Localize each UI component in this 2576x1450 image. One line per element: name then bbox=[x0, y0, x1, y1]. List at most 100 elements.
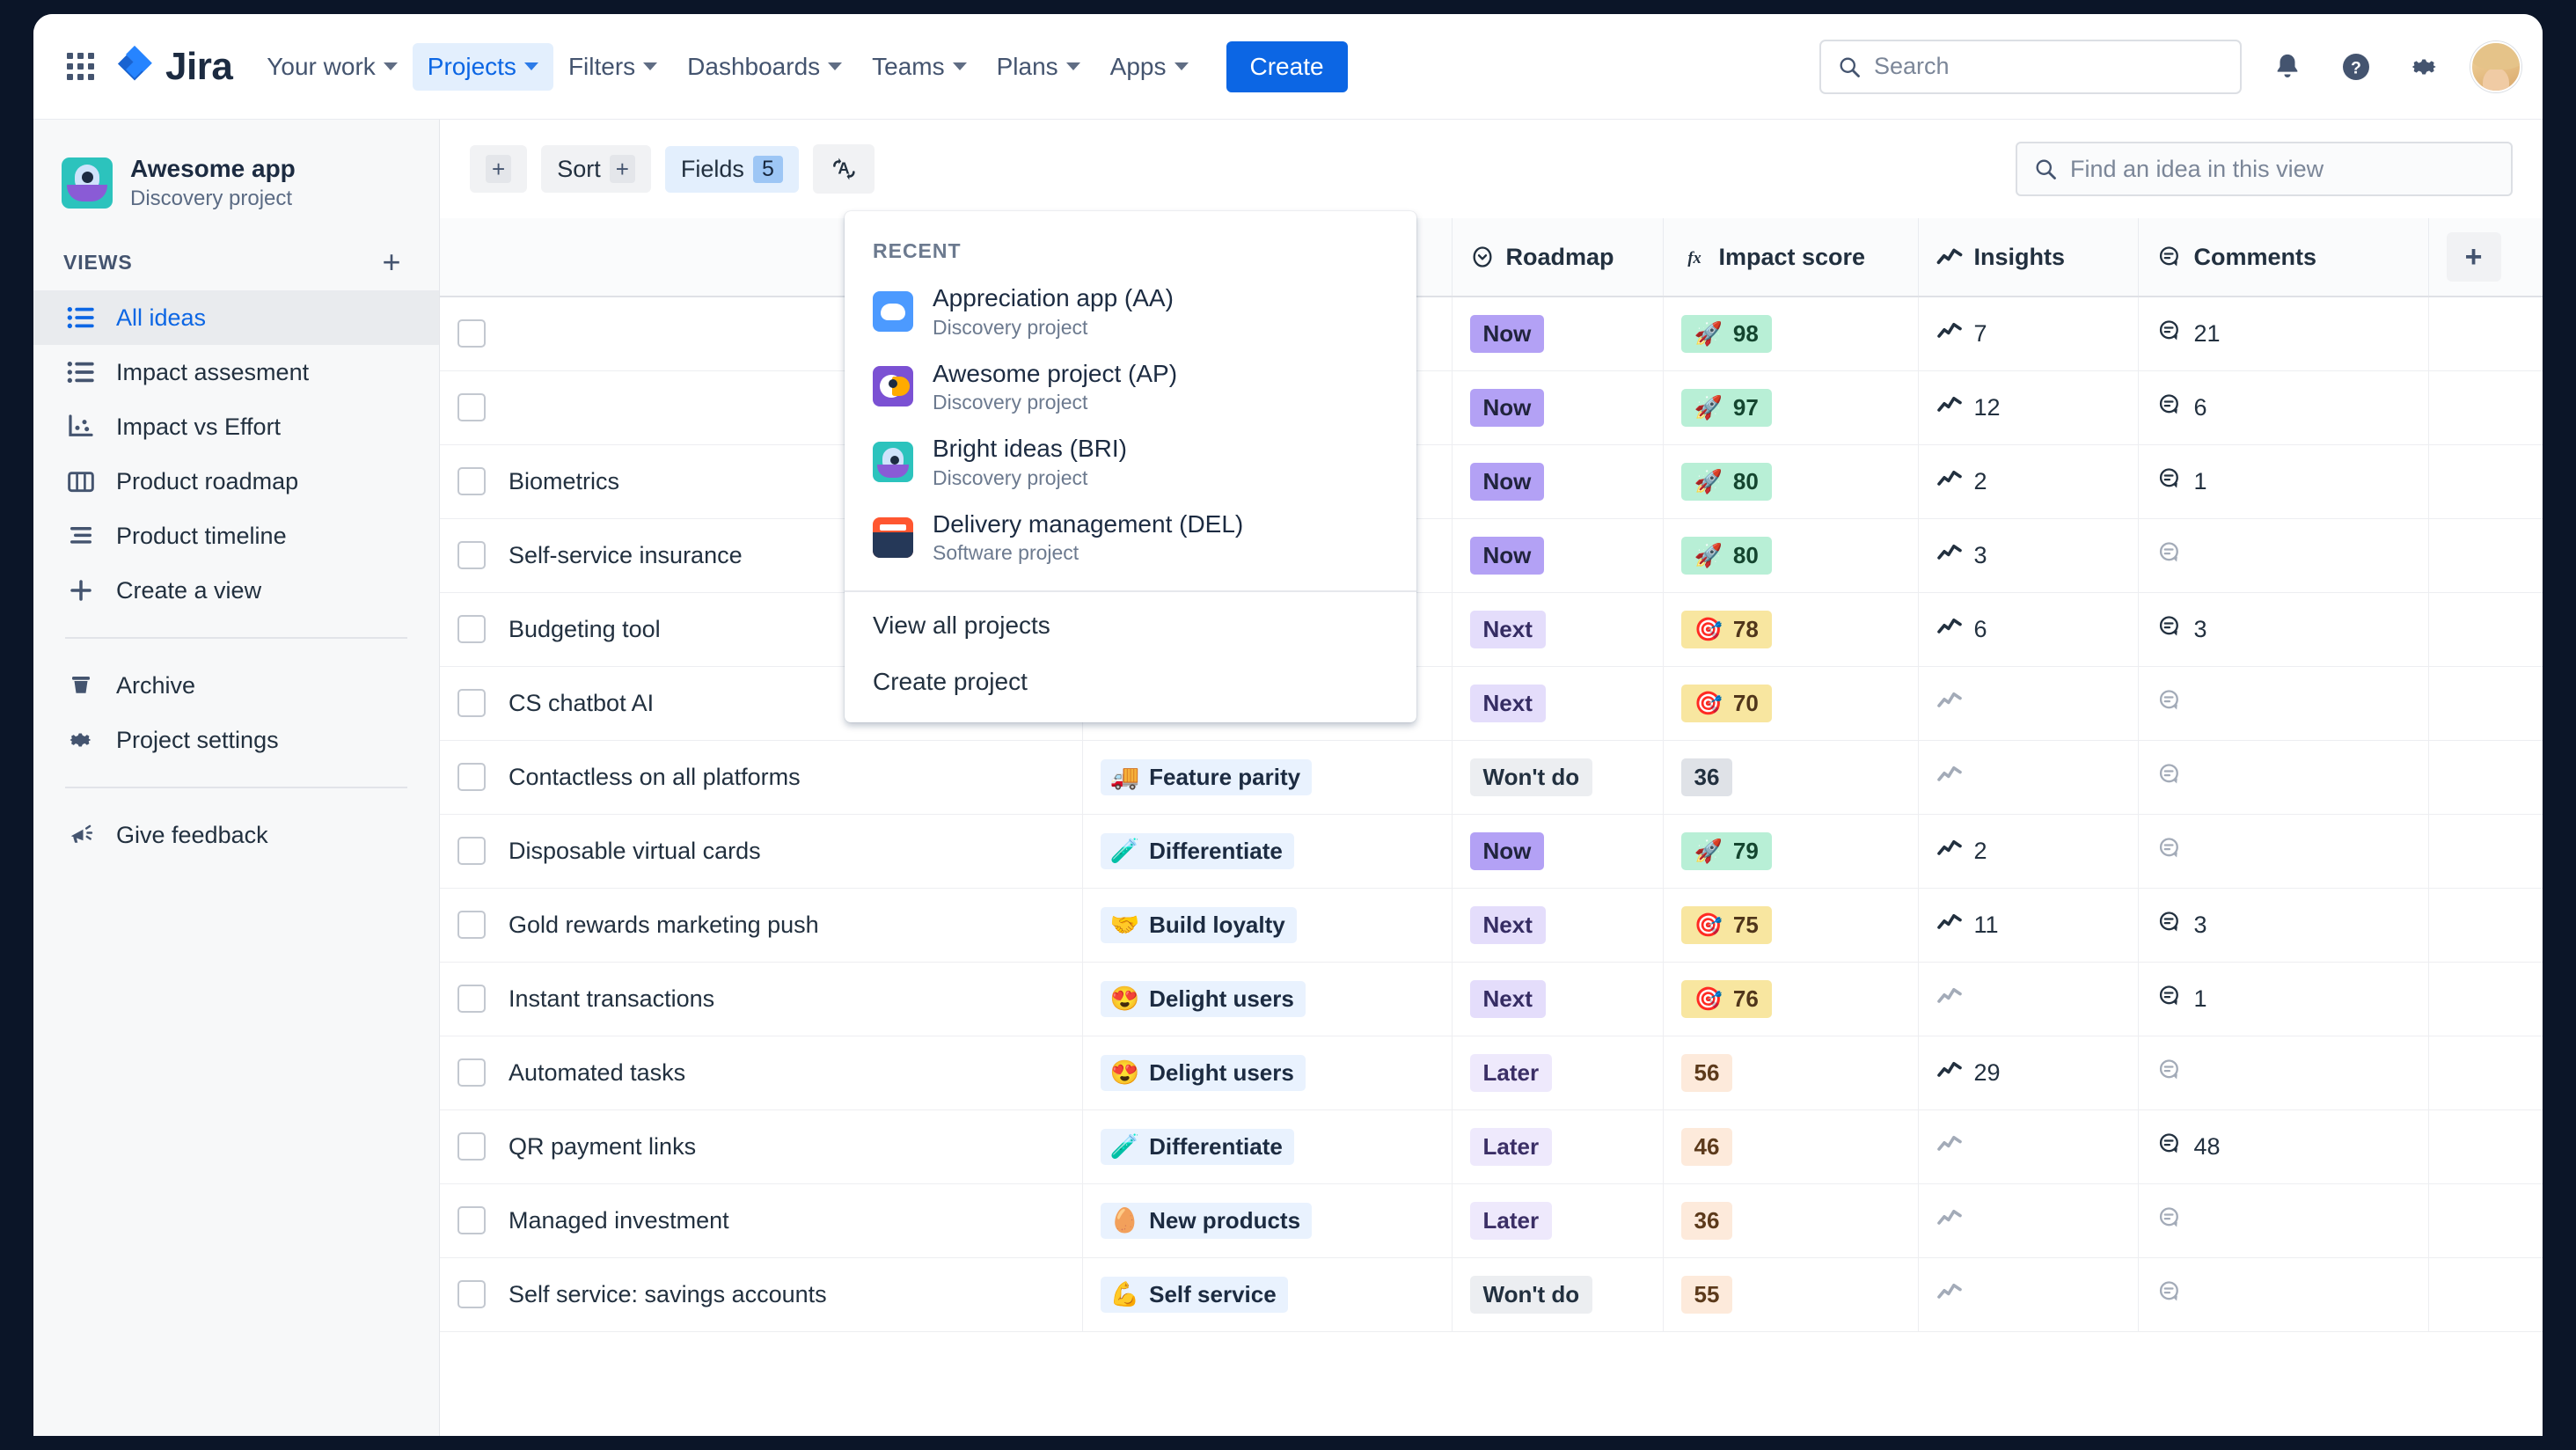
sidebar-item-impact-assesment[interactable]: Impact assesment bbox=[33, 345, 439, 399]
cell-impact-score[interactable]: 🚀 79 bbox=[1663, 814, 1919, 889]
find-idea-input[interactable]: Find an idea in this view bbox=[2016, 142, 2513, 196]
cell-comments[interactable]: 21 bbox=[2138, 297, 2429, 371]
row-checkbox[interactable] bbox=[457, 467, 486, 495]
cell-roadmap[interactable]: Now bbox=[1452, 814, 1664, 889]
cell-impact-score[interactable]: 36 bbox=[1663, 740, 1919, 815]
cell-insights[interactable]: 7 bbox=[1918, 297, 2139, 371]
cell-impact-score[interactable]: 🎯 78 bbox=[1663, 592, 1919, 667]
jira-logo[interactable]: Jira bbox=[114, 45, 233, 89]
view-all-projects-link[interactable]: View all projects bbox=[873, 611, 1050, 640]
dropdown-item-appreciation-app[interactable]: Appreciation app (AA) Discovery project bbox=[845, 274, 1416, 349]
nav-teams[interactable]: Teams bbox=[857, 43, 981, 91]
sidebar-item-product-timeline[interactable]: Product timeline bbox=[33, 509, 439, 563]
cell-insights[interactable] bbox=[1918, 1109, 2139, 1184]
cell-goal[interactable]: 💪 Self service bbox=[1082, 1257, 1453, 1332]
cell-comments[interactable] bbox=[2138, 1183, 2429, 1258]
search-input[interactable]: Search bbox=[1819, 39, 2242, 94]
cell-goal[interactable]: 🧪 Differentiate bbox=[1082, 814, 1453, 889]
nav-apps[interactable]: Apps bbox=[1095, 43, 1204, 91]
cell-impact-score[interactable]: 🚀 80 bbox=[1663, 518, 1919, 593]
cell-goal[interactable]: 😍 Delight users bbox=[1082, 1036, 1453, 1110]
notifications-icon[interactable] bbox=[2265, 44, 2310, 90]
cell-comments[interactable]: 1 bbox=[2138, 962, 2429, 1036]
app-switcher-icon[interactable] bbox=[60, 47, 100, 87]
cell-impact-score[interactable]: 36 bbox=[1663, 1183, 1919, 1258]
cell-insights[interactable] bbox=[1918, 740, 2139, 815]
cell-idea-name[interactable]: Instant transactions bbox=[440, 962, 1083, 1036]
dropdown-item-bright-ideas[interactable]: Bright ideas (BRI) Discovery project bbox=[845, 424, 1416, 500]
cell-insights[interactable]: 2 bbox=[1918, 444, 2139, 519]
create-button[interactable]: Create bbox=[1226, 40, 1348, 92]
row-checkbox[interactable] bbox=[457, 615, 486, 643]
table-row[interactable]: Automated tasks 😍 Delight users Later 56 29 bbox=[440, 1036, 2543, 1110]
add-view-plus-icon[interactable]: + bbox=[382, 244, 401, 281]
cell-impact-score[interactable]: 🚀 97 bbox=[1663, 370, 1919, 445]
cell-insights[interactable]: 11 bbox=[1918, 888, 2139, 963]
cell-insights[interactable] bbox=[1918, 1257, 2139, 1332]
column-header-roadmap[interactable]: Roadmap bbox=[1452, 218, 1664, 297]
cell-roadmap[interactable]: Next bbox=[1452, 888, 1664, 963]
cell-roadmap[interactable]: Next bbox=[1452, 592, 1664, 667]
cell-impact-score[interactable]: 56 bbox=[1663, 1036, 1919, 1110]
column-header-comments[interactable]: Comments bbox=[2138, 218, 2429, 297]
cell-roadmap[interactable]: Won't do bbox=[1452, 740, 1664, 815]
table-row[interactable]: Contactless on all platforms 🚚 Feature par… bbox=[440, 740, 2543, 815]
row-checkbox[interactable] bbox=[457, 911, 486, 939]
cell-impact-score[interactable]: 🚀 80 bbox=[1663, 444, 1919, 519]
cell-idea-name[interactable]: Automated tasks bbox=[440, 1036, 1083, 1110]
row-checkbox[interactable] bbox=[457, 1132, 486, 1161]
cell-comments[interactable] bbox=[2138, 518, 2429, 593]
column-header-add[interactable]: + bbox=[2428, 218, 2543, 297]
sidebar-item-project-settings[interactable]: Project settings bbox=[33, 713, 439, 767]
cell-insights[interactable]: 2 bbox=[1918, 814, 2139, 889]
cell-idea-name[interactable]: QR payment links bbox=[440, 1109, 1083, 1184]
cell-idea-name[interactable]: Self service: savings accounts bbox=[440, 1257, 1083, 1332]
cell-insights[interactable] bbox=[1918, 1183, 2139, 1258]
row-checkbox[interactable] bbox=[457, 763, 486, 791]
sidebar-item-impact-vs-effort[interactable]: Impact vs Effort bbox=[33, 399, 439, 454]
cell-roadmap[interactable]: Later bbox=[1452, 1183, 1664, 1258]
table-row[interactable]: QR payment links 🧪 Differentiate Later 46 48 bbox=[440, 1109, 2543, 1184]
cell-roadmap[interactable]: Now bbox=[1452, 370, 1664, 445]
cell-roadmap[interactable]: Won't do bbox=[1452, 1257, 1664, 1332]
nav-filters[interactable]: Filters bbox=[553, 43, 672, 91]
create-project-link[interactable]: Create project bbox=[873, 668, 1028, 696]
cell-idea-name[interactable]: Contactless on all platforms bbox=[440, 740, 1083, 815]
cell-impact-score[interactable]: 46 bbox=[1663, 1109, 1919, 1184]
cell-goal[interactable]: 🚚 Feature parity bbox=[1082, 740, 1453, 815]
cell-insights[interactable]: 12 bbox=[1918, 370, 2139, 445]
row-checkbox[interactable] bbox=[457, 541, 486, 569]
row-checkbox[interactable] bbox=[457, 689, 486, 717]
cell-insights[interactable] bbox=[1918, 666, 2139, 741]
add-column-plus-icon[interactable]: + bbox=[2446, 232, 2501, 282]
help-icon[interactable]: ? bbox=[2333, 44, 2379, 90]
cell-comments[interactable]: 3 bbox=[2138, 888, 2429, 963]
cell-roadmap[interactable]: Next bbox=[1452, 666, 1664, 741]
cell-roadmap[interactable]: Later bbox=[1452, 1036, 1664, 1110]
dropdown-item-awesome-project[interactable]: Awesome project (AP) Discovery project bbox=[845, 349, 1416, 425]
sidebar-item-archive[interactable]: Archive bbox=[33, 658, 439, 713]
cell-idea-name[interactable]: Gold rewards marketing push bbox=[440, 888, 1083, 963]
sort-button[interactable]: Sort + bbox=[541, 144, 651, 194]
dropdown-item-delivery-management[interactable]: Delivery management (DEL) Software proje… bbox=[845, 500, 1416, 575]
cell-impact-score[interactable]: 55 bbox=[1663, 1257, 1919, 1332]
sidebar-item-product-roadmap[interactable]: Product roadmap bbox=[33, 454, 439, 509]
cell-comments[interactable] bbox=[2138, 1036, 2429, 1110]
cell-comments[interactable]: 3 bbox=[2138, 592, 2429, 667]
sidebar-item-all-ideas[interactable]: All ideas bbox=[33, 290, 439, 346]
cell-insights[interactable] bbox=[1918, 962, 2139, 1036]
sidebar-item-create-a-view[interactable]: Create a view bbox=[33, 563, 439, 618]
cell-insights[interactable]: 3 bbox=[1918, 518, 2139, 593]
sort-alphabetical-button[interactable]: A bbox=[812, 144, 875, 194]
cell-impact-score[interactable]: 🎯 76 bbox=[1663, 962, 1919, 1036]
cell-impact-score[interactable]: 🚀 98 bbox=[1663, 297, 1919, 371]
cell-comments[interactable]: 6 bbox=[2138, 370, 2429, 445]
table-row[interactable]: Disposable virtual cards 🧪 Differentiate No… bbox=[440, 814, 2543, 889]
table-row[interactable]: Gold rewards marketing push 🤝 Build loyalt… bbox=[440, 888, 2543, 963]
row-checkbox[interactable] bbox=[457, 1280, 486, 1308]
cell-roadmap[interactable]: Now bbox=[1452, 444, 1664, 519]
cell-impact-score[interactable]: 🎯 75 bbox=[1663, 888, 1919, 963]
